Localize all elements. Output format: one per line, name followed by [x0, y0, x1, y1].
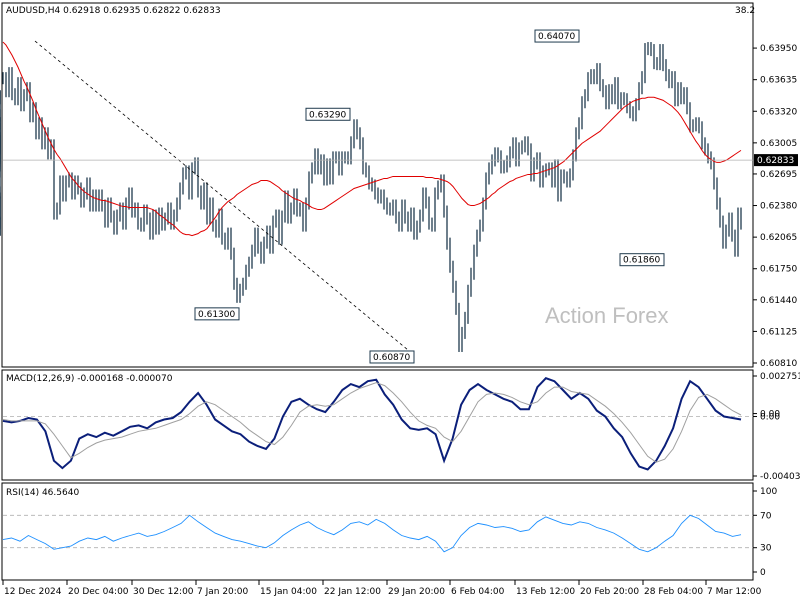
- x-tick-label: 6 Feb 04:00: [451, 587, 505, 597]
- x-tick-label: 13 Feb 12:00: [516, 587, 575, 597]
- trend-line: [34, 40, 415, 356]
- rsi-y-tick-label: 100: [760, 487, 777, 497]
- macd-y-tick-label: 0.00: [760, 413, 780, 423]
- price-y-tick-label: 0.63005: [760, 139, 797, 149]
- x-tick-label: 28 Feb 04:00: [644, 587, 703, 597]
- macd-y-tick-label: -0.004038: [760, 472, 800, 482]
- price-annotation-box: [305, 107, 351, 121]
- rsi-panel: [1, 482, 754, 581]
- price-annotation-label: 0.60870: [373, 353, 410, 363]
- x-tick-label: 22 Jan 12:00: [324, 587, 381, 597]
- x-tick-label: 20 Feb 20:00: [580, 587, 639, 597]
- price-y-tick-label: 0.62380: [760, 202, 797, 212]
- price-y-tick-label: 0.63950: [760, 44, 797, 54]
- price-annotation-label: 0.64070: [538, 32, 575, 42]
- price-y-tick-label: 0.60810: [760, 359, 797, 369]
- x-tick-label: 20 Dec 04:00: [68, 587, 129, 597]
- macd-y-tick-label: 0.002751: [760, 372, 800, 382]
- rsi-series-layer: [2, 514, 753, 553]
- x-tick-label: 29 Jan 20:00: [388, 587, 445, 597]
- price-annotation-box: [194, 307, 240, 321]
- macd-title: MACD(12,26,9) -0.000168 -0.000070: [6, 374, 173, 384]
- price-annotation-box: [369, 350, 415, 364]
- macd-line: [2, 377, 742, 471]
- macd-signal-line: [2, 382, 742, 463]
- current-price-label: 0.62833: [757, 156, 794, 166]
- price-title: AUDUSD,H4 0.62918 0.62935 0.62822 0.6283…: [6, 6, 221, 16]
- price-y-tick-label: 0.62065: [760, 233, 797, 243]
- current-price-tag: [754, 154, 798, 167]
- x-tick-label: 30 Dec 12:00: [133, 587, 194, 597]
- price-series-layer: 0.64070 0.63290 0.61300 0.60870 0.61860: [0, 29, 753, 364]
- x-tick-label: 12 Dec 2024: [4, 587, 62, 597]
- price-y-tick-label: 0.61750: [760, 265, 797, 275]
- rsi-line: [2, 514, 742, 553]
- axis-layer: 0.63950 0.63635 0.63320 0.63005 0.62695 0.623…: [2, 44, 800, 597]
- x-tick-label: 15 Jan 04:00: [260, 587, 317, 597]
- macd-panel: [1, 369, 754, 481]
- rsi-y-tick-label: 0: [760, 568, 766, 578]
- price-y-tick-label: 0.61440: [760, 296, 797, 306]
- watermark: Action Forex: [545, 303, 669, 328]
- price-corner-value: 38.2: [735, 6, 755, 16]
- price-annotation-label: 0.63290: [309, 110, 346, 120]
- moving-average-line: [2, 41, 742, 237]
- x-tick-label: 7 Jan 20:00: [197, 587, 249, 597]
- rsi-y-tick-label: 70: [760, 511, 772, 521]
- rsi-y-tick-label: 30: [760, 544, 772, 554]
- rsi-title: RSI(14) 46.5640: [6, 488, 79, 498]
- price-y-tick-label: 0.61125: [760, 327, 797, 337]
- x-tick-label: 7 Mar 12:00: [707, 587, 762, 597]
- price-annotation-label: 0.61860: [623, 256, 660, 266]
- macd-series-layer: [2, 377, 753, 471]
- price-y-tick-label: 0.63320: [760, 107, 797, 117]
- price-y-tick-label: 0.62695: [760, 170, 797, 180]
- macd-y-tick-label: 0.00: [760, 410, 780, 420]
- price-annotation-box: [619, 253, 665, 267]
- price-annotation-box: [534, 29, 580, 43]
- price-annotation-label: 0.61300: [198, 310, 235, 320]
- price-panel: [1, 2, 754, 368]
- price-y-tick-label: 0.63635: [760, 76, 797, 86]
